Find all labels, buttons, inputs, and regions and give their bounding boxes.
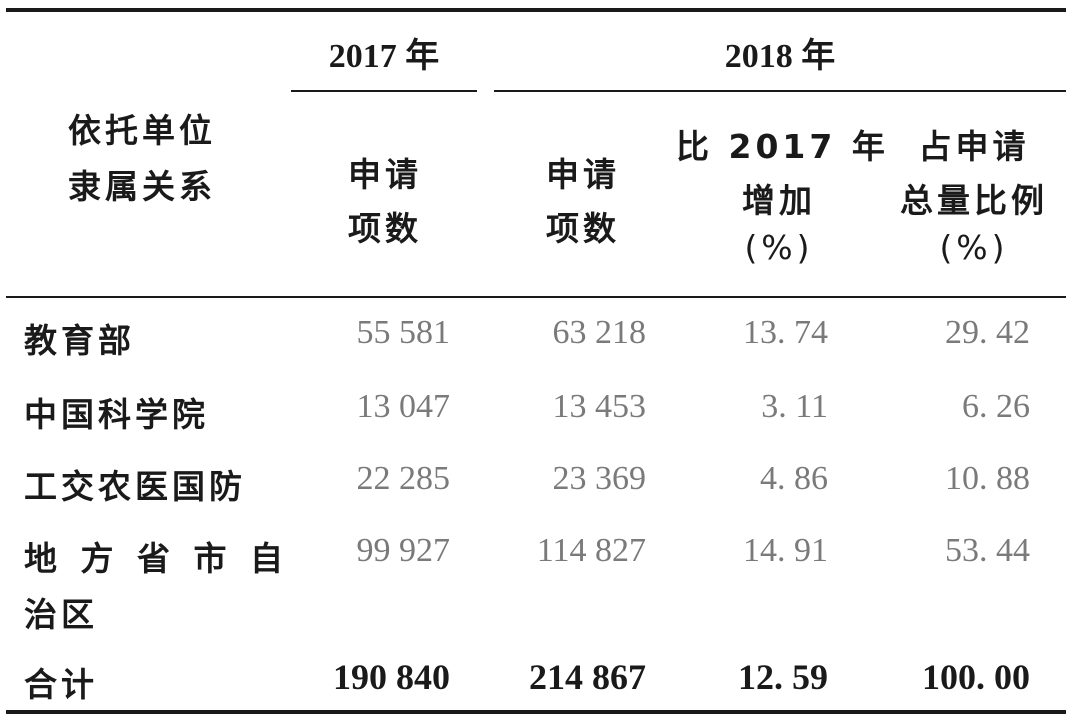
header-body-rule [6,296,1066,298]
col-share-line2: 总量比例 [900,181,1048,220]
col-increase-line1: 比 2017 年 [676,127,889,166]
cell-local-2017: 99 927 [356,532,451,569]
top-rule [6,8,1066,12]
row-label-cas: 中国科学院 [24,395,209,434]
cell-cas-share: 6. 26 [962,388,1030,425]
cell-industry-2018: 23 369 [552,460,647,497]
cell-moe-2017: 55 581 [356,314,451,351]
cell-cas-2017: 13 047 [356,388,451,425]
header-year-2017: 2017 年 [328,38,440,75]
row-label-industry: 工交农医国防 [24,467,246,506]
cell-local-2018: 114 827 [536,532,646,569]
col-share-line1: 占申请 [918,127,1030,166]
col-2017-apps-line1: 申请 [348,155,422,194]
cell-moe-share: 29. 42 [945,314,1030,351]
cell-cas-2018: 13 453 [552,388,647,425]
cell-cas-increase: 3. 11 [761,388,828,425]
year-2018-underline [494,90,1066,92]
col-increase-line3: (%) [744,228,814,267]
year-2017-underline [291,90,477,92]
cell-total-2018: 214 867 [529,657,646,697]
col-increase-line2: 增加 [742,181,816,220]
col-2018-apps-line1: 申请 [546,155,620,194]
header-year-2018: 2018 年 [724,38,836,75]
col-2017-apps-line2: 项数 [348,209,422,248]
cell-total-2017: 190 840 [333,657,450,697]
col-share-line3: (%) [939,228,1009,267]
cell-moe-increase: 13. 74 [743,314,828,351]
cell-total-increase: 12. 59 [738,657,828,697]
row-label-local-line2: 治区 [24,595,98,634]
cell-local-share: 53. 44 [945,532,1030,569]
col-2018-apps-line2: 项数 [546,209,620,248]
cell-industry-2017: 22 285 [356,460,451,497]
cell-total-share: 100. 00 [922,657,1030,697]
bottom-rule [6,710,1066,714]
cell-local-increase: 14. 91 [743,532,828,569]
cell-industry-increase: 4. 86 [760,460,828,497]
cell-industry-share: 10. 88 [945,460,1030,497]
row-label-local-line1: 地 方 省 市 自 [24,539,289,578]
cell-moe-2018: 63 218 [552,314,647,351]
row-label-total: 合计 [24,665,98,704]
row-header-line2: 隶属关系 [68,167,216,206]
row-label-moe: 教育部 [24,321,135,360]
row-header-line1: 依托单位 [68,111,216,150]
